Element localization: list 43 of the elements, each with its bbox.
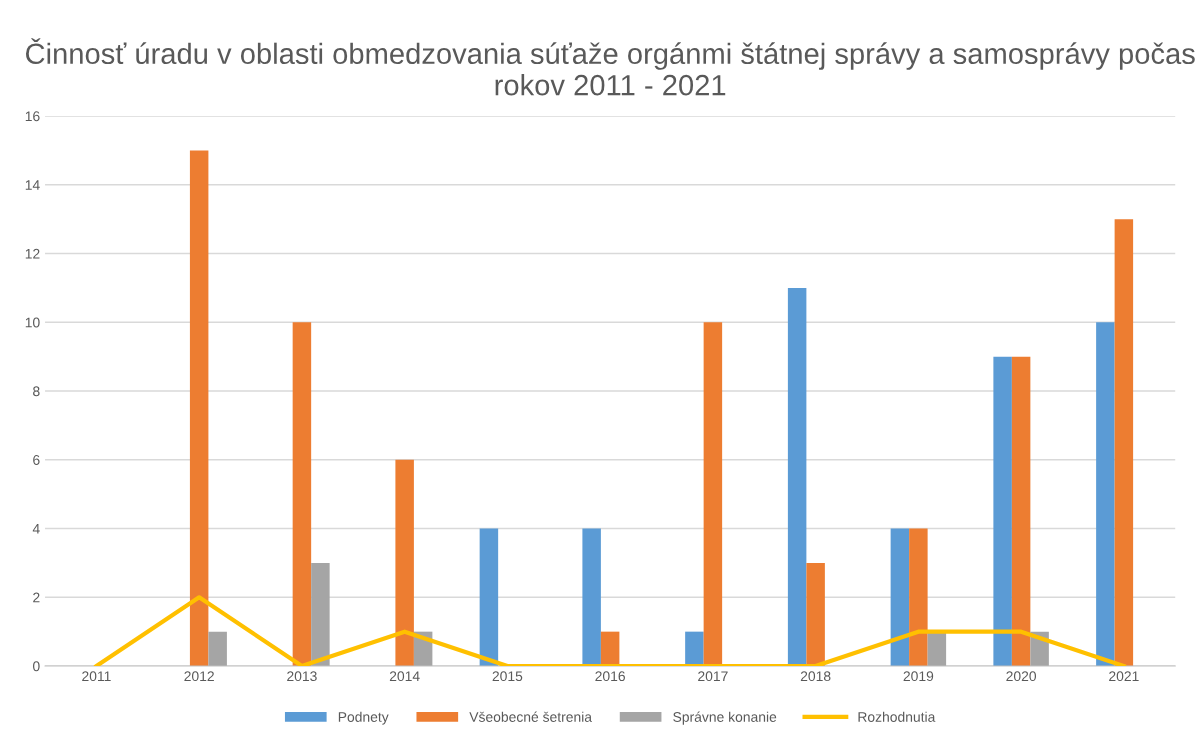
y-tick-label: 10 — [25, 317, 40, 328]
x-tick-label: 2016 — [595, 671, 625, 682]
y-tick-label: 6 — [33, 455, 40, 465]
x-tick-label: 2013 — [287, 671, 317, 682]
bar — [292, 322, 312, 667]
x-tick-label: 2015 — [492, 671, 523, 682]
bar — [479, 528, 499, 667]
x-tick-label: 2017 — [698, 671, 728, 682]
bar — [787, 287, 807, 667]
bar — [582, 528, 601, 667]
bar — [890, 528, 910, 667]
legend-label: Podnety — [338, 711, 389, 725]
x-tick-label: 2020 — [1006, 671, 1037, 682]
bar — [600, 631, 620, 667]
y-tick-label: 16 — [25, 111, 40, 122]
legend-label: Rozhodnutia — [858, 711, 936, 722]
y-tick-label: 0 — [33, 661, 40, 672]
bar — [208, 631, 227, 667]
bar — [311, 562, 330, 667]
y-tick-label: 8 — [33, 386, 40, 397]
chart-title: Činnosť úradu v oblasti obmedzovania súťaže orgánmi štátnej správy a samosprávy počas rokov 2011 - 2021 — [26, 38, 1195, 96]
bar — [1011, 356, 1031, 667]
x-tick-label: 2019 — [903, 671, 934, 682]
bar — [1096, 322, 1115, 667]
x-tick-label: 2014 — [389, 671, 420, 682]
x-tick-label: 2011 — [82, 671, 111, 682]
legend-label: Všeobecné šetrenia — [469, 711, 593, 722]
bar — [806, 562, 825, 667]
x-tick-label: 2018 — [800, 671, 831, 682]
bar — [189, 150, 209, 667]
bar — [685, 631, 704, 667]
y-tick-label: 2 — [33, 592, 40, 603]
bar — [395, 459, 414, 667]
bar — [909, 528, 928, 667]
y-tick-label: 14 — [25, 180, 40, 190]
legend-label: Správne konanie — [673, 711, 777, 725]
x-tick-label: 2021 — [1109, 671, 1139, 682]
bar — [1114, 219, 1134, 667]
y-tick-label: 12 — [25, 248, 40, 259]
x-tick-label: 2012 — [184, 671, 214, 682]
bar — [703, 322, 723, 667]
bar — [993, 356, 1012, 667]
y-tick-label: 4 — [32, 524, 40, 534]
